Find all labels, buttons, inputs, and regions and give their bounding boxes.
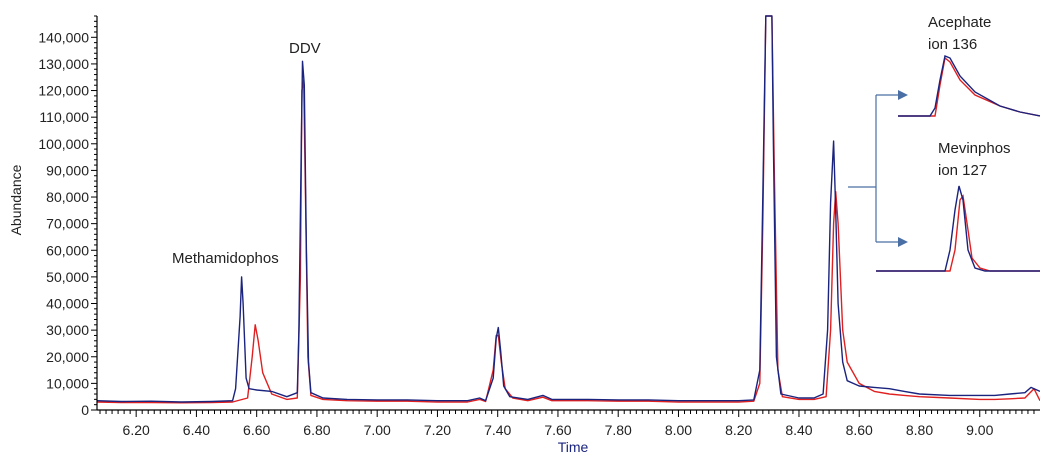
y-tick-label: 110,000 — [39, 109, 89, 125]
inset-mevinphos-blue — [876, 185, 1040, 272]
label-ddv: DDV — [289, 40, 321, 57]
x-tick-label: 7.60 — [544, 422, 571, 438]
y-axis-title: Abundance — [8, 164, 24, 235]
y-tick-label: 90,000 — [46, 162, 89, 178]
y-tick-label: 140,000 — [38, 29, 89, 45]
arrow-head-acephate — [898, 90, 908, 100]
label-acephate-name: Acephate — [928, 14, 991, 31]
label-mevinphos-name: Mevinphos — [938, 140, 1011, 157]
label-acephate-ion: ion 136 — [928, 36, 977, 53]
x-tick-label: 7.80 — [605, 422, 632, 438]
x-tick-label: 8.40 — [785, 422, 812, 438]
x-tick-label: 7.00 — [364, 422, 391, 438]
y-tick-label: 20,000 — [46, 349, 89, 365]
label-mevinphos-ion: ion 127 — [938, 162, 987, 179]
y-tick-label: 120,000 — [38, 83, 89, 99]
x-tick-label: 8.60 — [846, 422, 873, 438]
inset-acephate-red — [898, 56, 1040, 117]
y-tick-label: 130,000 — [38, 56, 89, 72]
inset-layer — [848, 55, 1040, 272]
x-tick-label: 6.20 — [123, 422, 150, 438]
y-tick-label: 50,000 — [46, 269, 89, 285]
x-tick-label: 7.40 — [484, 422, 511, 438]
series-line-red — [96, 15, 1040, 404]
y-tick-label: 70,000 — [46, 216, 89, 232]
series-line-blue — [96, 15, 1040, 403]
x-tick-label: 8.20 — [725, 422, 752, 438]
label-methamidophos: Methamidophos — [172, 250, 279, 267]
axes-layer: 0 10,000 20,000 30,000 40,000 50,000 60,000 70,… — [38, 15, 1040, 438]
inset-mevinphos-red — [876, 194, 1040, 272]
x-axis-title: Time — [558, 439, 589, 455]
inset-acephate-blue — [898, 55, 1040, 117]
y-tick-label: 10,000 — [46, 375, 89, 391]
x-tick-label: 8.00 — [665, 422, 692, 438]
x-tick-label: 8.80 — [906, 422, 933, 438]
y-tick-label: 0 — [81, 402, 89, 418]
x-tick-label: 6.80 — [303, 422, 330, 438]
trace-layer — [96, 15, 1040, 404]
x-tick-label: 9.00 — [966, 422, 993, 438]
y-tick-label: 40,000 — [46, 296, 89, 312]
x-tick-label: 6.40 — [183, 422, 210, 438]
x-tick-label: 6.60 — [243, 422, 270, 438]
x-tick-label: 7.20 — [424, 422, 451, 438]
y-tick-label: 80,000 — [46, 189, 89, 205]
arrow-head-mevinphos — [898, 237, 908, 247]
y-tick-label: 30,000 — [46, 322, 89, 338]
y-tick-label: 60,000 — [46, 242, 89, 258]
y-tick-label: 100,000 — [38, 136, 89, 152]
